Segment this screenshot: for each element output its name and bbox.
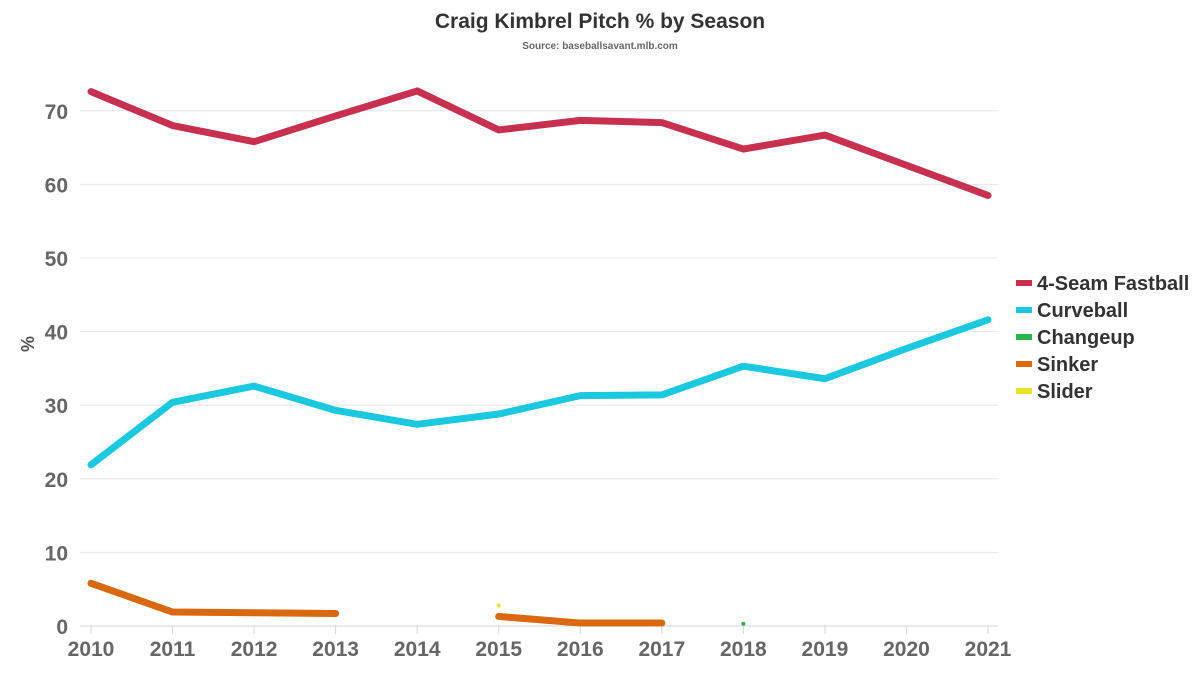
x-tick-label: 2014 (394, 638, 441, 661)
series-4-seam-fastball (87, 87, 992, 199)
x-tick-label: 2016 (557, 638, 604, 661)
series-line (87, 579, 340, 617)
x-tick-label: 2010 (68, 638, 115, 661)
series-layer (87, 87, 992, 627)
series-sinker (87, 579, 666, 627)
series-line (87, 87, 992, 199)
legend-item[interactable]: Slider (1016, 381, 1093, 403)
data-point (741, 621, 746, 626)
y-tick-label: 50 (45, 248, 68, 271)
chart-title: Craig Kimbrel Pitch % by Season (435, 10, 765, 33)
y-tick-label: 0 (56, 616, 68, 639)
series-changeup (741, 621, 746, 626)
legend-label: Slider (1037, 381, 1093, 403)
y-tick-label: 10 (45, 542, 68, 565)
series-line (87, 316, 992, 469)
chart-subtitle: Source: baseballsavant.mlb.com (522, 41, 678, 52)
x-tick-label: 2011 (150, 638, 196, 661)
x-tick-label: 2018 (720, 638, 767, 661)
legend-label: Curveball (1037, 300, 1128, 322)
legend-swatch (1016, 334, 1032, 340)
y-axis-label: % (18, 336, 38, 352)
y-tick-label: 20 (45, 469, 68, 492)
legend-swatch (1016, 307, 1032, 313)
x-tick-label: 2020 (883, 638, 930, 661)
legend-swatch (1016, 361, 1032, 367)
data-point (496, 603, 501, 608)
y-tick-label: 30 (45, 395, 68, 418)
legend: 4-Seam Fastball Curveball Changeup Sinker Sl… (1016, 273, 1189, 403)
x-tick-label: 2012 (231, 638, 278, 661)
y-tick-label: 60 (45, 174, 68, 197)
y-tick-label: 40 (45, 322, 68, 345)
series-curveball (87, 316, 992, 469)
x-tick-label: 2017 (638, 638, 685, 661)
x-axis: 2010 2011 2012 2013 2014 2015 2016 2017 2018 2019… (68, 625, 1012, 661)
legend-label: 4-Seam Fastball (1037, 273, 1189, 295)
legend-label: Sinker (1037, 354, 1098, 376)
legend-swatch (1016, 388, 1032, 394)
series-slider (496, 603, 501, 608)
legend-label: Changeup (1037, 327, 1135, 349)
legend-swatch (1016, 280, 1032, 286)
legend-item[interactable]: Sinker (1016, 354, 1098, 376)
x-tick-label: 2021 (965, 638, 1012, 661)
y-tick-label: 70 (45, 101, 68, 124)
x-tick-label: 2019 (802, 638, 849, 661)
x-tick-label: 2013 (312, 638, 359, 661)
legend-item[interactable]: Changeup (1016, 327, 1135, 349)
x-tick-label: 2015 (475, 638, 522, 661)
legend-item[interactable]: Curveball (1016, 300, 1128, 322)
series-line (495, 612, 666, 627)
y-axis: 0 10 20 30 40 50 60 70 (45, 101, 68, 639)
grid-layer (80, 110, 998, 553)
legend-item[interactable]: 4-Seam Fastball (1016, 273, 1189, 295)
